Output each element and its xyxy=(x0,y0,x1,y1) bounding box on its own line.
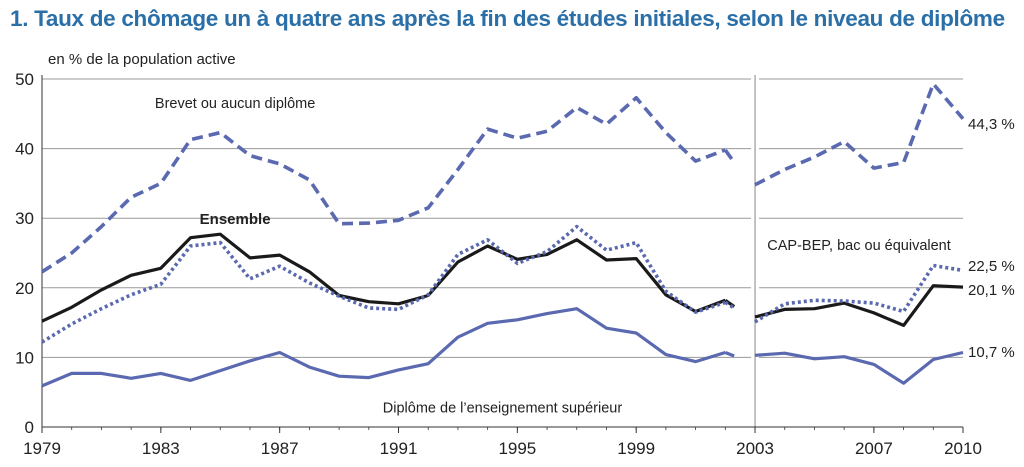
series-brevet-ou-aucun-dipl-me xyxy=(41,82,965,274)
end-value-label: 22,5 % xyxy=(968,258,1015,275)
x-tick-label: 1999 xyxy=(617,439,655,458)
series-line xyxy=(41,232,726,323)
series-line xyxy=(41,224,726,344)
y-tick-label: 40 xyxy=(15,140,34,159)
y-tick-label: 20 xyxy=(15,279,34,298)
grid-lines xyxy=(42,75,963,427)
series-line xyxy=(724,300,736,310)
end-value-label: 20,1 % xyxy=(968,282,1015,299)
series-line xyxy=(724,351,735,358)
annotation-label: Diplôme de l’enseignement supérieur xyxy=(383,400,623,416)
x-tick-label: 1987 xyxy=(261,439,299,458)
end-value-label: 10,7 % xyxy=(968,344,1015,361)
annotation-label: Ensemble xyxy=(200,211,271,228)
y-tick-label: 30 xyxy=(15,209,34,228)
series-line xyxy=(41,307,726,388)
x-tick-label: 2003 xyxy=(736,439,774,458)
series-line xyxy=(754,82,965,187)
y-tick-label: 50 xyxy=(15,70,34,89)
series-cap-bep-bac-ou-quivalent xyxy=(41,224,964,344)
series-line xyxy=(754,263,964,324)
y-tick-label: 10 xyxy=(15,348,34,367)
x-tick-label: 1991 xyxy=(380,439,418,458)
series-line xyxy=(41,96,726,274)
series-dipl-me-de-l-enseignement-sup-rieur xyxy=(41,307,964,388)
series-line xyxy=(754,350,964,385)
annotation-label: Brevet ou aucun diplôme xyxy=(155,96,315,112)
x-tick-label: 1995 xyxy=(498,439,536,458)
series-line xyxy=(754,284,964,327)
y-axis-label: en % de la population active xyxy=(48,51,236,68)
series-line xyxy=(723,148,736,164)
x-tick-label: 2007 xyxy=(855,439,893,458)
x-tick-label: 1979 xyxy=(23,439,61,458)
x-tick-label: 1983 xyxy=(142,439,180,458)
y-tick-label: 0 xyxy=(25,418,34,437)
x-tick-label: 2010 xyxy=(944,439,982,458)
end-value-label: 44,3 % xyxy=(968,116,1015,133)
chart-title: 1. Taux de chômage un à quatre ans après… xyxy=(10,6,1005,31)
annotation-label: CAP-BEP, bac ou équivalent xyxy=(767,238,951,254)
